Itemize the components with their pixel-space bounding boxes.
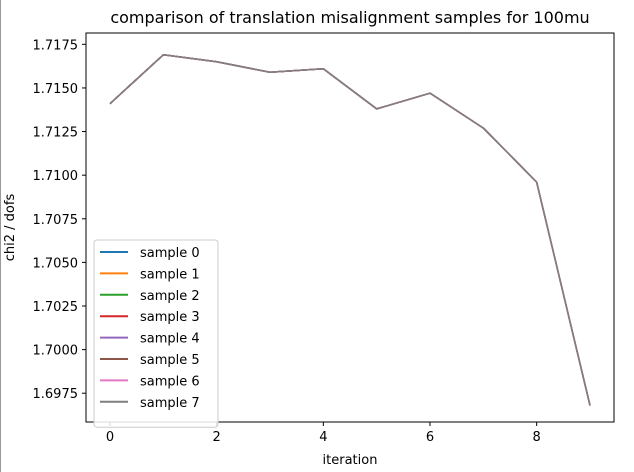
series-lines — [109, 54, 591, 406]
y-tick-label: 1.7150 — [33, 82, 79, 97]
legend-label: sample 4 — [140, 332, 200, 347]
y-tick-label: 1.7075 — [33, 213, 79, 228]
legend-label: sample 7 — [140, 396, 200, 411]
y-tick-label: 1.7050 — [33, 256, 79, 271]
x-tick-label: 6 — [426, 430, 434, 445]
y-tick-label: 1.7175 — [33, 38, 79, 53]
y-tick-label: 1.7000 — [33, 344, 79, 359]
y-tick-label: 1.7100 — [33, 169, 79, 184]
chart-title: comparison of translation misalignment s… — [110, 8, 589, 27]
legend-label: sample 5 — [140, 353, 200, 368]
x-axis-label: iteration — [323, 453, 378, 468]
legend: sample 0 sample 1 sample 2 sample 3 sample 4… — [93, 239, 219, 428]
y-axis: 1.6975 1.7000 1.7025 1.7050 1.7075 1.7100 1.71… — [33, 38, 86, 402]
legend-label: sample 3 — [140, 310, 200, 325]
y-tick-label: 1.7125 — [33, 126, 79, 141]
x-tick-label: 4 — [319, 430, 327, 445]
y-tick-label: 1.6975 — [33, 387, 79, 402]
series-line-sample-7 — [109, 54, 591, 406]
x-tick-label: 0 — [106, 430, 114, 445]
legend-label: sample 1 — [140, 267, 200, 282]
legend-label: sample 2 — [140, 289, 200, 304]
x-tick-label: 2 — [213, 430, 221, 445]
y-tick-label: 1.7025 — [33, 300, 79, 315]
x-tick-label: 8 — [533, 430, 541, 445]
legend-label: sample 0 — [140, 246, 200, 261]
legend-label: sample 6 — [140, 374, 200, 389]
y-axis-label: chi2 / dofs — [3, 194, 18, 262]
